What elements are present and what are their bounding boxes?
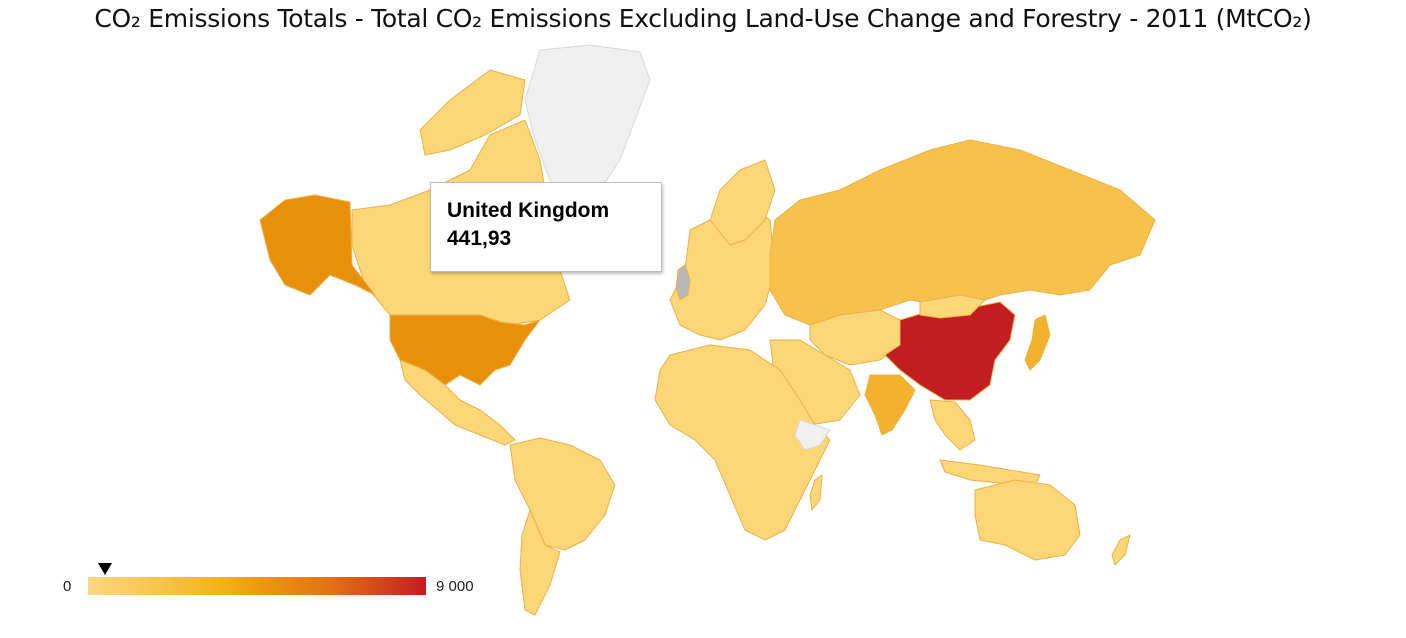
country-japan[interactable]: [1024, 314, 1051, 371]
legend-marker-icon: [97, 563, 112, 575]
country-india[interactable]: [864, 374, 916, 436]
country-china[interactable]: [884, 301, 1016, 401]
country-southeast-asia[interactable]: [929, 399, 976, 451]
country-somalia[interactable]: [794, 419, 831, 451]
legend-gradient-bar: [88, 577, 426, 595]
country-madagascar[interactable]: [809, 474, 823, 511]
legend-max-label: 9 000: [436, 578, 474, 595]
country-mexico[interactable]: [399, 359, 516, 446]
world-map[interactable]: [240, 40, 1170, 620]
tooltip-country: United Kingdom: [447, 199, 610, 222]
country-canada-islands[interactable]: [419, 69, 526, 156]
country-new-zealand[interactable]: [1111, 534, 1131, 566]
country-alaska[interactable]: [259, 194, 376, 296]
tooltip: United Kingdom 441,93: [430, 182, 662, 272]
country-united-kingdom[interactable]: [675, 264, 691, 301]
world-map-svg[interactable]: [240, 40, 1170, 620]
country-brazil[interactable]: [509, 437, 616, 551]
country-greenland[interactable]: [524, 44, 651, 206]
country-scandinavia[interactable]: [709, 159, 776, 246]
country-africa[interactable]: [654, 344, 831, 541]
legend-min-label: 0: [63, 578, 72, 595]
country-mongolia[interactable]: [919, 294, 986, 319]
country-australia[interactable]: [974, 479, 1081, 561]
country-argentina[interactable]: [519, 509, 561, 616]
map-title: CO₂ Emissions Totals - Total CO₂ Emissio…: [94, 4, 1312, 33]
tooltip-value: 441,93: [447, 227, 512, 250]
color-legend: 0 9 000: [55, 560, 515, 604]
